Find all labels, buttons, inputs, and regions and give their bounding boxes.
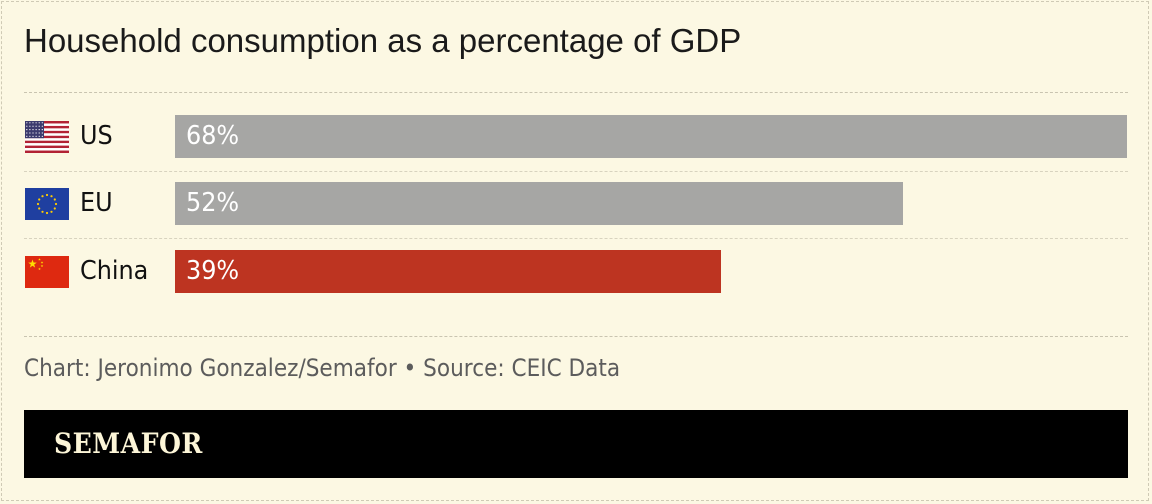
row-separator (24, 171, 1128, 172)
bar-eu (175, 182, 903, 225)
chart-credit: Chart: Jeronimo Gonzalez/Semafor • Sourc… (24, 354, 621, 382)
semafor-logo: SEMAFOR (54, 427, 203, 460)
bar-china (175, 250, 721, 293)
bar-us (175, 115, 1127, 158)
value-label-eu: 52% (186, 188, 240, 218)
top-divider (24, 92, 1128, 93)
china-flag-icon (25, 256, 69, 288)
bottom-divider (24, 336, 1128, 337)
category-label-us: US (80, 121, 113, 151)
bar-row-eu: 52% (175, 182, 1127, 225)
value-label-china: 39% (186, 256, 240, 286)
value-label-us: 68% (186, 121, 240, 151)
eu-flag-icon (25, 188, 69, 220)
brand-footer: SEMAFOR (24, 410, 1128, 478)
category-label-china: China (80, 256, 149, 286)
bar-row-china: 39% (175, 250, 1127, 293)
bar-row-us: 68% (175, 115, 1127, 158)
chart-title: Household consumption as a percentage of… (24, 22, 742, 59)
category-label-eu: EU (80, 188, 113, 218)
us-flag-icon (25, 121, 69, 153)
row-separator (24, 238, 1128, 239)
